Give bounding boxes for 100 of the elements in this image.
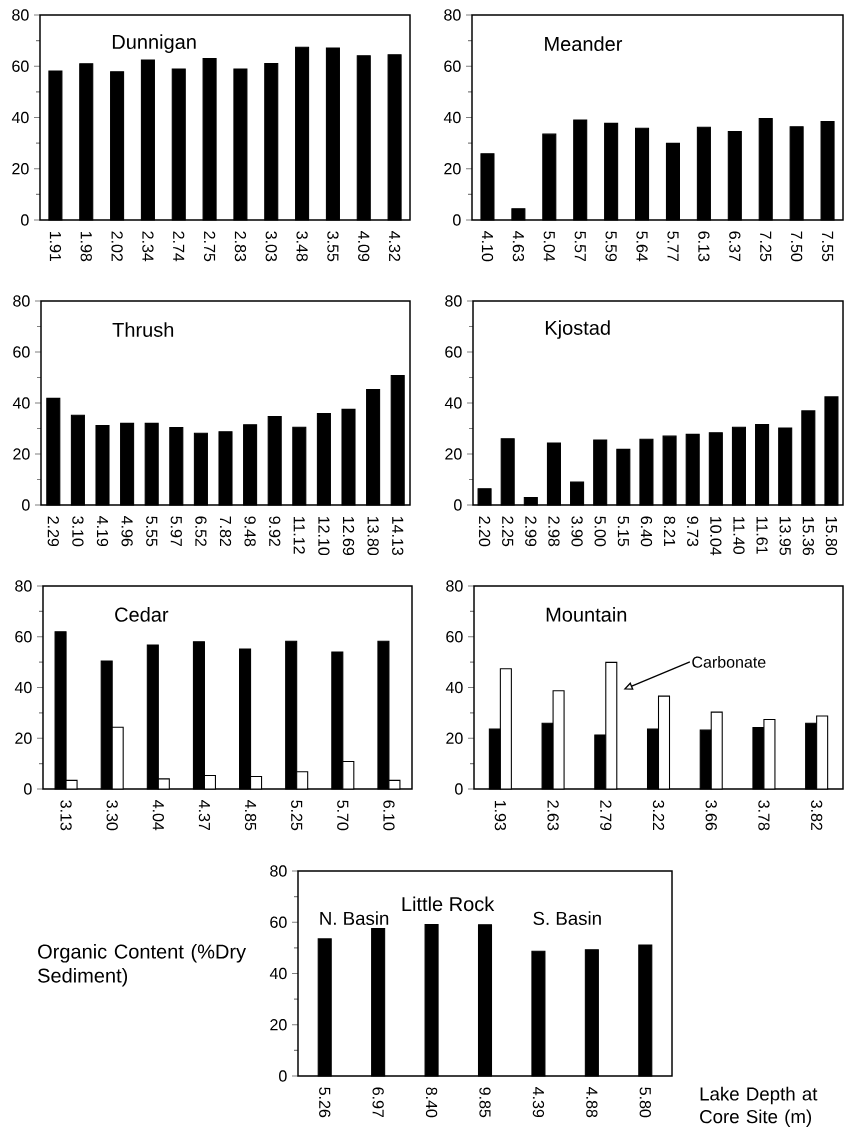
y-tick-label: 20 [446,732,463,744]
x-tick-label: 1.98 [80,231,92,262]
x-tick-label: 3.66 [705,800,717,831]
x-tick-label: 5.70 [337,800,349,831]
x-tick-label: 8.21 [663,516,676,547]
x-tick-label: 6.40 [640,516,653,547]
x-tick-label: 15.36 [802,516,814,556]
x-tick-label: 8.40 [425,1087,438,1118]
x-tick-label: 6.97 [372,1087,384,1118]
x-tick-label: 9.92 [269,516,281,547]
x-tick-label: 9.85 [479,1087,491,1118]
x-tick-label: 3.90 [571,516,583,547]
x-tick-label: 5.55 [146,516,158,547]
x-tick-label: 4.32 [388,231,401,262]
y-tick-label: 80 [444,9,461,21]
x-tick-label: 1.93 [494,800,507,831]
x-tick-label: 2.34 [142,231,154,262]
x-tick-label: 12.69 [342,516,355,555]
y-tick-label: 40 [14,681,32,694]
text: Little Rock [402,896,495,912]
y-tick-label: 0 [455,783,463,795]
y-tick-label: 80 [446,580,463,592]
x-tick-label: 4.85 [244,800,257,831]
x-tick-label: 3.10 [72,516,84,547]
y-tick-label: 40 [269,967,287,980]
x-tick-label: 3.82 [811,800,823,831]
x-tick-label: 4.88 [586,1087,598,1118]
x-tick-label: 5.57 [574,231,586,262]
y-tick-label: 0 [454,499,462,511]
y-tick-label: 20 [445,448,462,460]
x-tick-label: 5.25 [291,800,303,831]
x-tick-label: 3.30 [106,800,118,831]
x-tick-label: 6.37 [729,231,741,262]
y-tick-label: 40 [444,397,462,409]
y-tick-label: 60 [446,631,463,643]
x-tick-label: 5.59 [605,231,617,262]
x-axis-title: Lake Depth at Core Site (m) [700,1086,818,1127]
x-tick-label: 3.55 [327,231,339,262]
x-tick-label: 4.10 [481,231,494,262]
x-tick-label: 5.26 [319,1087,331,1118]
y-tick-label: 20 [444,163,461,175]
y-tick-label: 80 [15,580,32,592]
x-tick-label: 2.25 [502,516,514,547]
y-tick-label: 80 [445,295,462,307]
x-tick-label: 5.97 [170,516,182,547]
text: Kjostad [545,320,610,339]
y-tick-label: 0 [24,783,32,795]
x-tick-label: 11.61 [756,516,768,554]
x-tick-label: 14.13 [392,516,404,556]
y-tick-label: 0 [21,214,29,226]
y-tick-label: 20 [13,448,30,460]
x-tick-label: 7.55 [821,231,834,262]
y-tick-label: 0 [22,499,30,511]
x-tick-label: 6.52 [195,516,207,547]
x-tick-label: 2.99 [525,516,537,547]
y-tick-label: 0 [279,1070,287,1082]
x-tick-label: 6.10 [383,800,395,831]
x-tick-label: 5.04 [543,231,555,262]
text: Dunnigan [112,34,196,53]
y-tick-label: 80 [270,865,287,877]
x-tick-label: 3.22 [652,800,665,831]
x-tick-label: 7.25 [760,231,772,262]
x-tick-label: 4.19 [96,516,109,547]
annotation: Carbonate [692,656,766,668]
y-tick-label: 40 [443,111,461,124]
y-tick-label: 20 [15,732,32,744]
text: Cedar [115,607,169,622]
x-tick-label: 2.83 [234,231,247,262]
x-tick-label: 11.12 [293,516,305,554]
x-tick-label: 13.95 [779,516,791,556]
text: Thrush [112,322,174,337]
y-tick-label: 20 [270,1019,287,1031]
x-tick-label: 15.80 [825,516,838,556]
x-tick-label: 6.13 [698,231,710,262]
x-tick-label: 4.96 [121,516,133,547]
y-tick-label: 60 [444,60,461,72]
x-tick-label: 4.63 [512,231,525,262]
x-tick-label: 4.37 [198,800,211,831]
x-tick-label: 3.48 [296,231,308,262]
y-tick-label: 20 [12,163,29,175]
x-tick-label: 10.04 [710,516,722,556]
x-tick-label: 2.02 [111,231,123,262]
y-tick-label: 80 [12,9,29,21]
y-tick-label: 40 [12,397,30,409]
x-tick-label: 11.40 [733,516,745,554]
x-tick-label: 9.73 [687,516,699,547]
x-tick-label: 2.98 [548,516,560,547]
y-tick-label: 60 [15,631,32,643]
annotation: S. Basin [533,911,601,926]
x-tick-label: 2.79 [600,800,612,831]
x-tick-label: 13.80 [367,516,379,556]
y-tick-label: 40 [445,681,463,694]
y-tick-label: 0 [453,214,461,226]
y-tick-label: 60 [445,346,462,358]
x-tick-label: 2.75 [203,231,216,262]
x-tick-label: 5.15 [617,516,629,547]
y-tick-label: 40 [11,111,29,124]
x-tick-label: 5.77 [667,231,679,262]
text: Meander [545,36,623,52]
x-tick-label: 9.48 [244,516,256,547]
